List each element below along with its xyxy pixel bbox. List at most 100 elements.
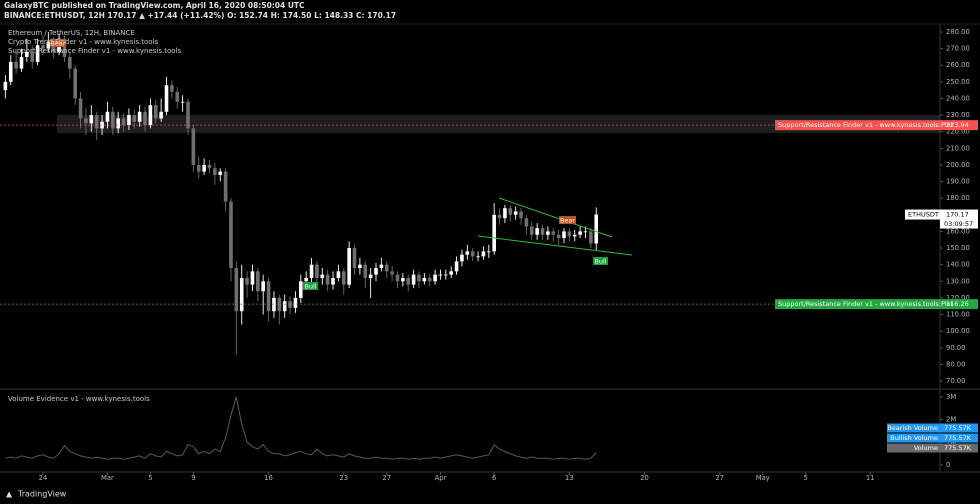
candle-body: [390, 271, 394, 275]
level-value: 223.94: [946, 121, 969, 129]
candle-body: [30, 51, 35, 62]
candle-body: [245, 277, 249, 285]
x-tick-label: 24: [39, 474, 48, 482]
legend-name: Bearish Volume: [887, 424, 938, 432]
candle-body: [282, 301, 287, 312]
candle-body: [143, 111, 147, 126]
x-tick-label: 5: [148, 474, 152, 482]
x-tick-label: Apr: [435, 474, 447, 482]
candle-body: [256, 271, 260, 292]
candle-body: [513, 211, 518, 215]
trend-line: [477, 235, 633, 256]
legend-box: [887, 443, 978, 453]
candle-body: [331, 277, 335, 285]
candle-body: [347, 248, 351, 285]
legend-name: Bullish Volume: [890, 434, 938, 442]
candle-body: [261, 281, 265, 292]
indicator: Support/Resistance Finder v1 - www.kynes…: [8, 47, 181, 55]
candle-body: [309, 264, 314, 278]
y-tick-label: 150.00: [946, 244, 970, 252]
y-tick-label: 140.00: [946, 261, 970, 269]
candle-body: [239, 277, 244, 312]
y-tick-label: 180.00: [946, 194, 970, 202]
candle-body: [41, 45, 45, 49]
y-tick-label: 70.00: [946, 377, 965, 385]
candle-body: [551, 231, 556, 235]
candle-body: [476, 256, 480, 258]
candle-body: [562, 231, 566, 239]
candle-body: [395, 274, 400, 282]
candle-body: [341, 271, 346, 285]
y-tick-label: 270.00: [946, 45, 970, 53]
candle-body: [368, 274, 373, 278]
x-tick-label: 20: [640, 474, 649, 482]
brand: ▲: [6, 490, 13, 499]
candle-body: [191, 128, 196, 165]
legend-value: 775.57K: [944, 444, 972, 452]
candle-body: [250, 271, 255, 285]
candle-body: [524, 218, 529, 227]
candle-body: [153, 105, 158, 119]
candle-body: [159, 111, 163, 119]
x-tick-label: 23: [339, 474, 348, 482]
candle-body: [503, 208, 507, 219]
candle-body: [277, 297, 282, 312]
candle-body: [519, 211, 523, 219]
countdown: 03:09:57: [944, 220, 973, 228]
tag-box: [303, 282, 318, 290]
candle-body: [62, 38, 67, 57]
candle-body: [352, 248, 357, 268]
candle-body: [116, 118, 120, 129]
x-tick-label: 16: [264, 474, 273, 482]
candle-body: [540, 228, 545, 235]
candle-body: [288, 301, 292, 308]
y-tick-label: 0: [946, 461, 950, 469]
x-tick-label: 13: [565, 474, 574, 482]
indicator: Crypto Trend Finder v1 - www.kynesis.too…: [8, 38, 158, 46]
y-tick-label: 280.00: [946, 28, 970, 36]
candle-body: [202, 164, 206, 172]
candle-body: [180, 101, 185, 103]
candle-body: [127, 115, 131, 126]
candle-body: [164, 85, 169, 112]
legend-box: [887, 433, 978, 443]
candle-body: [132, 115, 137, 122]
candle-body: [223, 171, 228, 202]
candle-body: [272, 297, 276, 312]
y-tick-label: 260.00: [946, 61, 970, 69]
x-tick-label: May: [756, 474, 770, 482]
y-tick-label: 210.00: [946, 144, 970, 152]
level-box: [775, 120, 978, 131]
candle-body: [546, 231, 550, 235]
tag: Bull: [594, 258, 606, 266]
level-box: [775, 299, 978, 310]
volume-line: [5, 396, 597, 460]
y-tick-label: 3M: [946, 393, 956, 401]
volume-title: Volume Evidence v1 - www.kynesis.tools: [8, 395, 150, 403]
candle-body: [111, 111, 115, 129]
candle-body: [35, 45, 40, 62]
sr-zone: [57, 115, 940, 133]
candle-body: [100, 121, 104, 129]
y-tick-label: 90.00: [946, 344, 965, 352]
last-price-box: [905, 209, 978, 220]
candle-body: [137, 111, 142, 122]
candle-body: [46, 41, 51, 49]
candle-body: [8, 61, 13, 82]
last-price-value: 170.17: [946, 211, 969, 219]
legend-value: 775.57K: [944, 424, 972, 432]
y-tick-label: 2M: [946, 416, 956, 424]
candle-body: [234, 267, 239, 312]
candle-body: [454, 261, 459, 272]
candle-body: [508, 208, 513, 215]
candle-body: [589, 231, 593, 244]
candle-body: [487, 251, 491, 253]
candle-body: [19, 56, 24, 69]
candle-body: [363, 264, 368, 278]
candle-body: [175, 91, 180, 102]
candle-body: [481, 251, 486, 257]
candle-body: [266, 281, 271, 312]
candle-body: [567, 231, 572, 237]
legend-value: 775.57K: [944, 434, 972, 442]
candle-body: [299, 281, 303, 298]
